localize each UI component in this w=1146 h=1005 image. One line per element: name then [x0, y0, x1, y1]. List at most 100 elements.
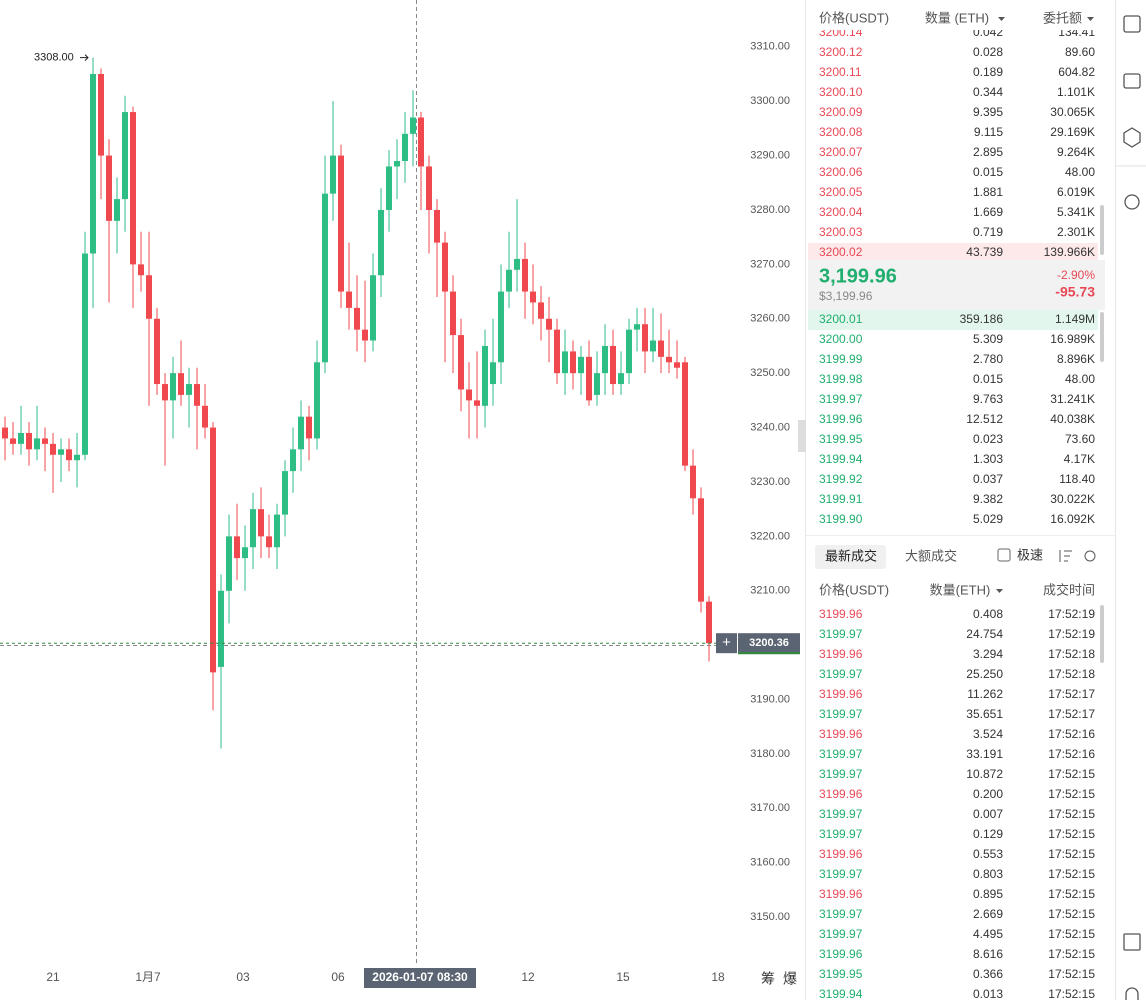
mid-price: 3,199.96 — [819, 265, 897, 287]
y-tick-label: 3220.00 — [750, 530, 790, 542]
trade-time: 17:52:15 — [1048, 927, 1095, 941]
candle-body — [546, 318, 552, 330]
candle-body — [362, 329, 368, 341]
bid-price: 3199.97 — [819, 392, 863, 406]
candle-body — [506, 269, 512, 292]
candle-body — [306, 416, 312, 439]
trade-price: 3199.97 — [819, 927, 863, 941]
candle-body — [658, 340, 664, 357]
x-tick-label: 18 — [711, 970, 725, 984]
candle-body — [98, 73, 104, 156]
candle-body — [594, 373, 600, 395]
candle-body — [122, 112, 128, 200]
candle-body — [2, 427, 8, 439]
trade-price: 3199.96 — [819, 607, 863, 621]
trade-time: 17:52:15 — [1048, 987, 1095, 1000]
ask-price: 3200.12 — [819, 45, 863, 59]
candle-body — [626, 329, 632, 374]
bid-price: 3200.00 — [819, 332, 863, 346]
trade-price: 3199.96 — [819, 787, 863, 801]
ob-header[interactable]: 数量 (ETH) — [925, 10, 989, 25]
trade-price: 3199.96 — [819, 847, 863, 861]
ask-qty: 43.739 — [966, 245, 1003, 259]
candle-body — [218, 590, 224, 667]
candle-body — [650, 340, 656, 352]
candle-body — [522, 258, 528, 292]
icon-chart[interactable] — [1123, 15, 1141, 33]
candle-body — [90, 73, 96, 254]
bid-qty: 2.780 — [973, 352, 1003, 366]
candle-body — [402, 133, 408, 162]
high-label: 3308.00 — [34, 52, 74, 64]
crosshair-plus[interactable] — [716, 633, 737, 654]
sidebar-icons[interactable] — [1116, 15, 1146, 1000]
ask-qty: 0.344 — [973, 85, 1003, 99]
ask-amount: 5.341K — [1057, 205, 1095, 219]
ask-price: 3200.06 — [819, 165, 863, 179]
tool-button[interactable]: 爆 — [783, 971, 797, 987]
candle-body — [322, 193, 328, 363]
ask-qty: 0.189 — [973, 65, 1003, 79]
bid-amount: 40.038K — [1050, 412, 1095, 426]
bid-qty: 0.015 — [973, 372, 1003, 386]
y-tick-label: 3170.00 — [750, 802, 790, 814]
ask-amount: 30.065K — [1050, 105, 1095, 119]
bid-amount: 73.60 — [1065, 432, 1095, 446]
toggle-box[interactable] — [997, 548, 1011, 562]
candle-body — [330, 155, 336, 194]
y-tick-label: 3210.00 — [750, 585, 790, 597]
trade-time: 17:52:15 — [1048, 907, 1095, 921]
x-tick-label: 03 — [236, 970, 250, 984]
candle-body — [642, 324, 648, 352]
trade-time: 17:52:19 — [1048, 607, 1095, 621]
candle-body — [66, 449, 72, 461]
tab-active-bg[interactable] — [815, 545, 886, 569]
ob-header[interactable]: 委托额 — [1043, 10, 1082, 25]
trade-qty: 0.013 — [973, 987, 1003, 1000]
y-tick-label: 3180.00 — [750, 748, 790, 760]
candle-body — [290, 449, 296, 472]
icon-swap[interactable] — [1124, 194, 1140, 210]
candle-body — [154, 318, 160, 385]
filter-icon[interactable] — [1059, 550, 1072, 562]
mid-change-pct: -2.90% — [1057, 268, 1095, 282]
ask-amount: 1.101K — [1057, 85, 1095, 99]
trade-tab[interactable]: 最新成交 — [825, 548, 877, 563]
trade-price: 3199.97 — [819, 867, 863, 881]
tool-button[interactable]: 筹 — [761, 971, 775, 987]
ask-qty: 0.719 — [973, 225, 1003, 239]
trade-qty: 35.651 — [966, 707, 1003, 721]
ask-qty: 0.015 — [973, 165, 1003, 179]
candle-body — [138, 264, 144, 276]
bid-amount: 8.896K — [1057, 352, 1095, 366]
bid-highlight — [808, 310, 1098, 330]
trade-qty: 0.366 — [973, 967, 1003, 981]
ask-price: 3200.04 — [819, 205, 863, 219]
trade-time: 17:52:15 — [1048, 867, 1095, 881]
x-tick-label: 12 — [521, 970, 535, 984]
y-tick-label: 3190.00 — [750, 693, 790, 705]
icon-layout[interactable] — [1123, 933, 1141, 951]
candle-body — [250, 509, 256, 548]
ask-qty: 9.395 — [973, 105, 1003, 119]
trade-header: 成交时间 — [1043, 582, 1095, 597]
trade-tab[interactable]: 大额成交 — [905, 548, 957, 563]
icon-hex[interactable] — [1123, 127, 1141, 148]
bid-price: 3200.01 — [819, 312, 863, 326]
trade-price: 3199.94 — [819, 987, 863, 1000]
candle-body — [610, 345, 616, 385]
ask-amount: 9.264K — [1057, 145, 1095, 159]
panel-handle[interactable] — [798, 420, 806, 452]
ask-price: 3200.02 — [819, 245, 863, 259]
bid-price: 3199.90 — [819, 512, 863, 526]
icon-bell[interactable] — [1125, 987, 1139, 1000]
candle-body — [562, 351, 568, 374]
settings-icon[interactable] — [1084, 550, 1096, 562]
candle-body — [18, 432, 24, 444]
ask-qty: 2.895 — [973, 145, 1003, 159]
candle-body — [202, 405, 208, 428]
trade-price: 3199.97 — [819, 907, 863, 921]
icon-etf[interactable] — [1123, 73, 1141, 89]
candle-body — [450, 291, 456, 336]
